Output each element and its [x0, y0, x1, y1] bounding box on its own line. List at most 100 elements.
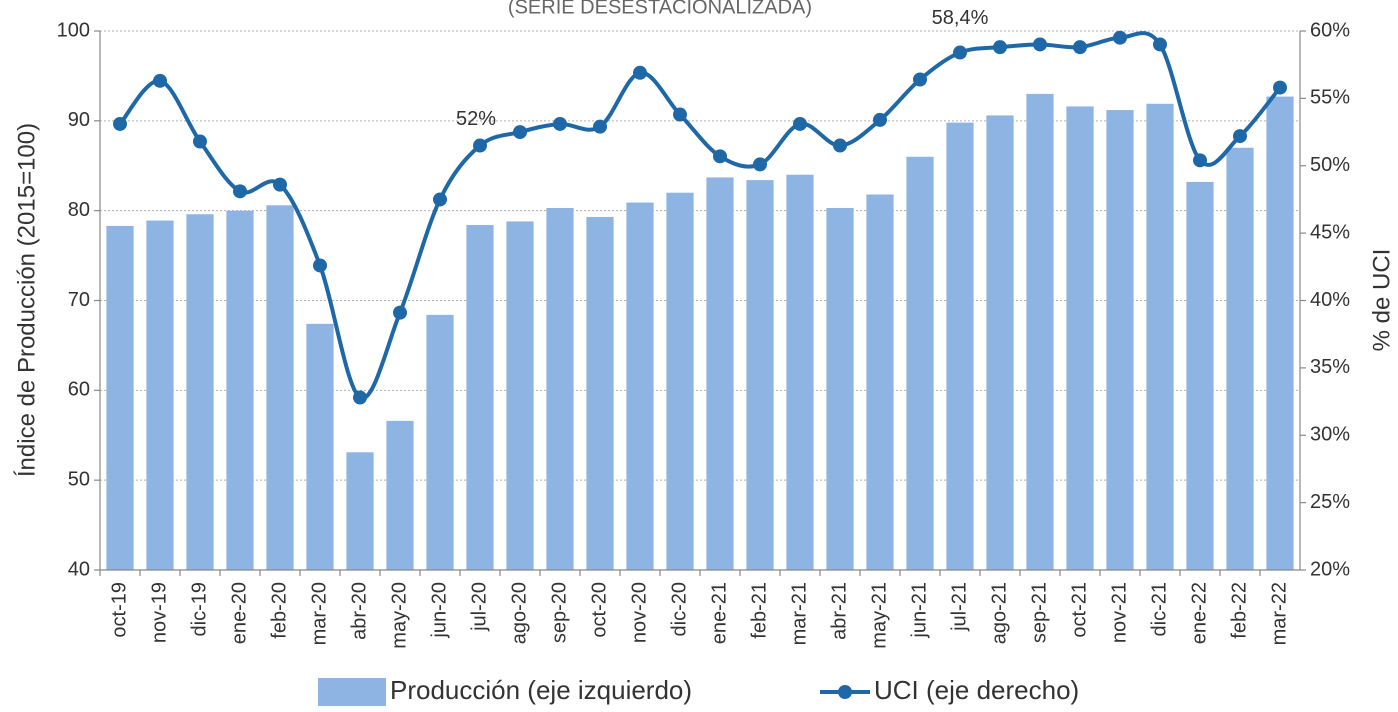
- marker: [473, 138, 487, 153]
- x-tick-label: ene-21: [708, 582, 730, 644]
- marker: [1113, 30, 1127, 45]
- marker: [673, 107, 687, 122]
- bar: [1226, 147, 1254, 571]
- marker: [193, 134, 207, 149]
- y-tick-label: 60: [68, 379, 90, 401]
- bar: [466, 225, 494, 571]
- bar: [626, 202, 654, 570]
- marker: [313, 258, 327, 273]
- bar: [106, 225, 134, 570]
- y-axis-title: Índice de Producción (2015=100): [13, 123, 40, 477]
- legend-swatch: [318, 678, 386, 706]
- marker: [513, 125, 527, 140]
- marker: [793, 116, 807, 131]
- y2-axis-title: % de UCI: [1368, 249, 1395, 352]
- y-tick-label: 50: [68, 468, 90, 490]
- y2-tick-label: 55%: [1310, 87, 1350, 109]
- marker: [1033, 37, 1047, 52]
- bar: [866, 194, 894, 570]
- x-tick-label: ago-21: [988, 582, 1010, 644]
- bar: [986, 115, 1014, 571]
- y2-tick-label: 35%: [1310, 356, 1350, 378]
- x-tick-label: jun-20: [428, 582, 450, 639]
- marker: [1233, 129, 1247, 144]
- x-tick-label: dic-21: [1148, 582, 1170, 636]
- bar: [186, 214, 214, 570]
- bar: [1066, 106, 1094, 571]
- legend-marker: [838, 685, 852, 699]
- marker: [593, 119, 607, 134]
- x-tick-label: mar-20: [308, 582, 330, 645]
- x-tick-label: jun-21: [908, 582, 930, 639]
- bar: [786, 174, 814, 570]
- y-tick-label: 70: [68, 289, 90, 311]
- x-tick-label: nov-21: [1108, 582, 1130, 643]
- x-tick-label: may-21: [868, 582, 890, 649]
- chart-subtitle: (SERIE DESESTACIONALIZADA): [508, 0, 812, 18]
- x-tick-label: ago-20: [508, 582, 530, 644]
- x-tick-label: dic-19: [188, 582, 210, 636]
- marker: [1073, 40, 1087, 55]
- x-tick-label: mar-21: [788, 582, 810, 645]
- x-tick-label: mar-22: [1268, 582, 1290, 645]
- legend-label: Producción (eje izquierdo): [390, 675, 692, 705]
- y2-tick-label: 30%: [1310, 424, 1350, 446]
- y2-tick-label: 20%: [1310, 558, 1350, 580]
- x-tick-label: jul-21: [948, 582, 970, 632]
- marker: [1193, 153, 1207, 168]
- bar: [1186, 181, 1214, 571]
- marker: [993, 40, 1007, 55]
- y-tick-label: 80: [68, 199, 90, 221]
- x-tick-label: oct-21: [1068, 582, 1090, 638]
- x-tick-label: ene-20: [228, 582, 250, 644]
- x-tick-label: jul-20: [468, 582, 490, 632]
- bar: [506, 221, 534, 571]
- y2-tick-label: 45%: [1310, 221, 1350, 243]
- y2-tick-label: 40%: [1310, 289, 1350, 311]
- y2-tick-label: 60%: [1310, 19, 1350, 41]
- bar: [1106, 110, 1134, 570]
- x-tick-label: feb-20: [268, 582, 290, 639]
- bar: [386, 420, 414, 570]
- bar: [266, 205, 294, 570]
- bar: [346, 452, 374, 570]
- bar: [146, 220, 174, 570]
- x-tick-label: abr-21: [828, 582, 850, 640]
- x-tick-label: sep-20: [548, 582, 570, 643]
- x-tick-label: oct-19: [108, 582, 130, 638]
- y-tick-label: 40: [68, 558, 90, 580]
- x-tick-label: dic-20: [668, 582, 690, 636]
- bar: [1146, 103, 1174, 570]
- bar: [946, 122, 974, 570]
- marker: [753, 157, 767, 172]
- y-tick-label: 100: [57, 19, 90, 41]
- marker: [233, 184, 247, 199]
- y-tick-label: 90: [68, 109, 90, 131]
- marker: [913, 72, 927, 87]
- bar: [746, 180, 774, 570]
- marker: [1153, 37, 1167, 52]
- marker: [273, 177, 287, 192]
- marker: [833, 138, 847, 153]
- marker: [353, 390, 367, 405]
- y2-tick-label: 25%: [1310, 491, 1350, 513]
- marker: [153, 73, 167, 88]
- bar: [826, 207, 854, 570]
- marker: [953, 45, 967, 60]
- marker: [873, 112, 887, 127]
- bar: [426, 314, 454, 570]
- bar: [586, 216, 614, 570]
- x-tick-label: may-20: [388, 582, 410, 649]
- y2-tick-label: 50%: [1310, 154, 1350, 176]
- line: [118, 31, 1282, 401]
- bar: [1266, 96, 1294, 570]
- bar: [306, 323, 334, 570]
- x-tick-label: nov-20: [628, 582, 650, 643]
- marker: [1273, 80, 1287, 95]
- x-tick-label: abr-20: [348, 582, 370, 640]
- x-tick-label: feb-21: [748, 582, 770, 639]
- marker: [393, 305, 407, 320]
- annotation: 52%: [456, 108, 496, 130]
- bar: [546, 207, 574, 570]
